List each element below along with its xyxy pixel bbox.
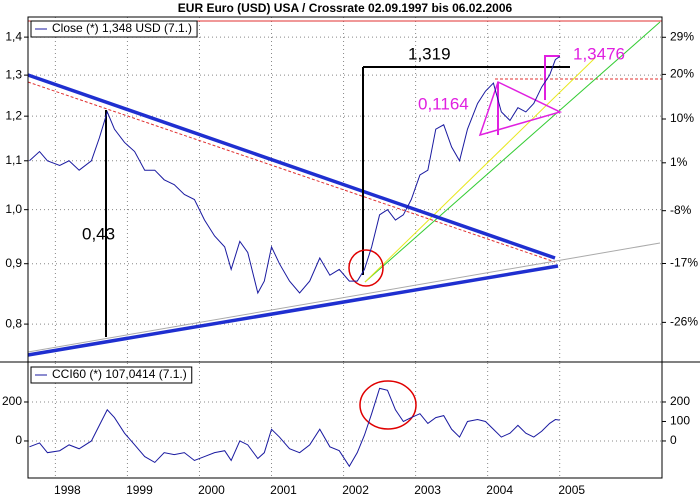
annotation: 0,43 [82, 224, 115, 243]
y-tick-label: 1,4 [5, 29, 22, 43]
yellow-trend [364, 57, 596, 283]
upper-trend [27, 73, 556, 260]
plot-frame [27, 16, 663, 479]
green-trend [364, 21, 661, 283]
y-tick-label: 1,1 [5, 153, 22, 167]
legend-box [30, 366, 193, 384]
y-tick-label: 1,3 [5, 67, 22, 81]
x-tick-label: 1999 [126, 483, 153, 497]
y2-tick-label: -17% [670, 256, 698, 270]
x-tick-label: 2004 [486, 483, 513, 497]
x-tick-label: 2000 [198, 483, 225, 497]
annotation: 0,1164 [418, 94, 469, 113]
y2-tick-label: 20% [670, 67, 694, 81]
legend-label: CCI60 (*) 107,0414 (7.1.) [52, 367, 187, 381]
chart-title: EUR Euro (USD) USA / Crossrate 02.09.199… [178, 1, 513, 15]
y-tick-label: 200 [2, 394, 22, 408]
gray-trend [27, 242, 661, 353]
y2-tick-label: 0 [670, 433, 677, 447]
y-tick-label: 1,0 [5, 202, 22, 216]
triangle [478, 80, 563, 137]
x-tick-label: 2003 [414, 483, 441, 497]
y2-tick-label: 100 [670, 414, 690, 428]
annotation: 1,319 [408, 44, 451, 63]
y2-tick-label: 10% [670, 111, 694, 125]
x-tick-label: 2002 [342, 483, 369, 497]
x-tick-label: 2001 [270, 483, 297, 497]
y2-tick-label: -26% [670, 315, 698, 329]
y2-tick-label: -8% [670, 203, 692, 217]
y-tick-label: 0 [15, 433, 22, 447]
price-line [29, 387, 560, 468]
x-tick-label: 1998 [54, 483, 81, 497]
price-line [29, 56, 560, 295]
highlight-circle [348, 249, 384, 287]
annotation: 1,3476 [573, 44, 625, 63]
x-tick-label: 2005 [558, 483, 585, 497]
highlight-circle [359, 380, 417, 430]
y-tick-label: 0,9 [5, 256, 22, 270]
y2-tick-label: 1% [670, 155, 688, 169]
legend-label: Close (*) 1,348 USD (7.1.) [52, 21, 192, 35]
annotations-drawing [27, 20, 662, 430]
y-tick-label: 0,8 [5, 316, 22, 330]
dashed-trend [27, 81, 556, 263]
lower-trend [27, 264, 559, 357]
y-tick-label: 1,2 [5, 108, 22, 122]
y2-tick-label: 29% [670, 29, 694, 43]
y2-tick-label: 200 [670, 394, 690, 408]
measure-line [544, 55, 560, 100]
legend-box [30, 20, 198, 38]
